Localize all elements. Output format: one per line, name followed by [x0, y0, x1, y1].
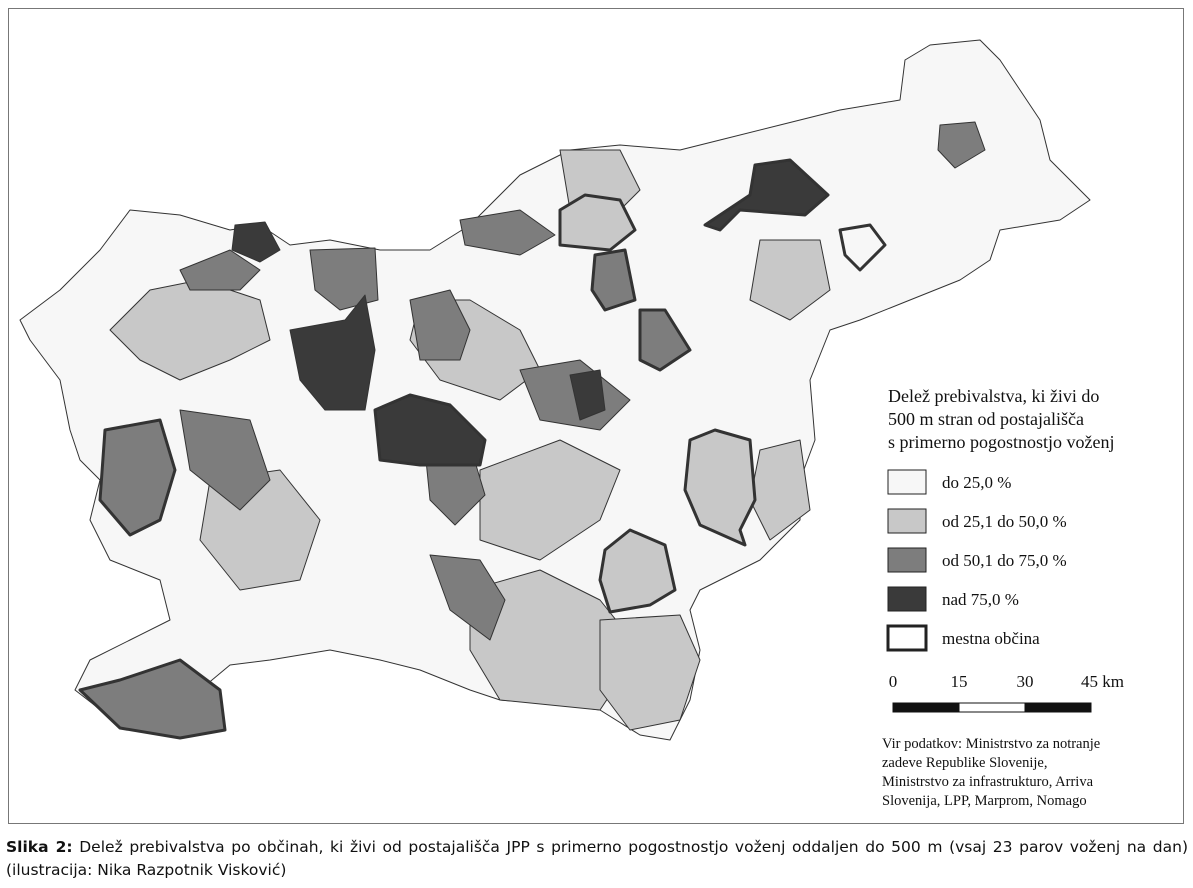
municipality — [98, 418, 177, 537]
municipality — [459, 209, 556, 256]
legend-swatch — [887, 469, 927, 495]
legend-label: do 25,0 % — [942, 473, 1011, 492]
municipality — [599, 614, 701, 731]
legend-swatch — [886, 624, 928, 652]
municipality — [838, 223, 887, 272]
scale-segment — [892, 702, 960, 713]
municipality — [179, 409, 271, 511]
municipality — [231, 221, 281, 263]
source-line: Ministrstvo za infrastrukturo, Arriva — [882, 774, 1094, 790]
map: Delež prebivalstva, ki živi do 500 m stra… — [19, 39, 1124, 809]
municipality — [429, 554, 506, 641]
municipality — [409, 289, 471, 361]
legend: Delež prebivalstva, ki živi do 500 m stra… — [886, 386, 1114, 652]
figure-frame — [8, 8, 1184, 824]
municipality — [598, 528, 677, 614]
municipality — [638, 308, 692, 372]
legend-title: 500 m stran od postajališča — [888, 409, 1084, 429]
scale-label: 0 — [889, 672, 898, 691]
municipality — [683, 428, 757, 547]
municipality — [479, 439, 621, 561]
legend-title: s primerno pogostnostjo voženj — [888, 432, 1114, 452]
caption-text: Delež prebivalstva po občinah, ki živi o… — [6, 838, 1188, 879]
legend-swatch — [887, 586, 927, 612]
municipality — [703, 158, 830, 232]
scale-segment — [1024, 702, 1092, 713]
legend-label: od 50,1 do 75,0 % — [942, 551, 1067, 570]
scale-label: 45 km — [1081, 672, 1124, 691]
municipality — [558, 193, 637, 252]
scale-bar: 0 15 30 45 km — [889, 672, 1124, 713]
source-line: Vir podatkov: Ministrstvo za notranje — [882, 736, 1100, 752]
legend-label: mestna občina — [942, 629, 1040, 648]
municipality — [78, 658, 227, 740]
municipality — [373, 393, 487, 467]
legend-label: nad 75,0 % — [942, 590, 1019, 609]
caption: Slika 2: Delež prebivalstva po občinah, … — [6, 836, 1188, 882]
scale-label: 15 — [951, 672, 968, 691]
municipalities — [19, 39, 1091, 741]
legend-swatch — [887, 508, 927, 534]
municipality — [749, 239, 831, 321]
legend-swatch — [887, 547, 927, 573]
municipality — [937, 121, 986, 169]
scale-segment — [958, 702, 1026, 713]
municipality — [289, 294, 376, 411]
source-line: Slovenija, LPP, Marprom, Nomago — [882, 793, 1087, 809]
source-line: zadeve Republike Slovenije, — [882, 755, 1048, 771]
municipality — [569, 369, 606, 421]
source-note: Vir podatkov: Ministrstvo za notranje zad… — [882, 736, 1100, 809]
legend-label: od 25,1 do 50,0 % — [942, 512, 1067, 531]
legend-title: Delež prebivalstva, ki živi do — [888, 386, 1099, 406]
caption-label: Slika 2: — [6, 838, 73, 856]
municipality — [179, 249, 261, 291]
scale-label: 30 — [1017, 672, 1034, 691]
municipality — [590, 248, 637, 312]
